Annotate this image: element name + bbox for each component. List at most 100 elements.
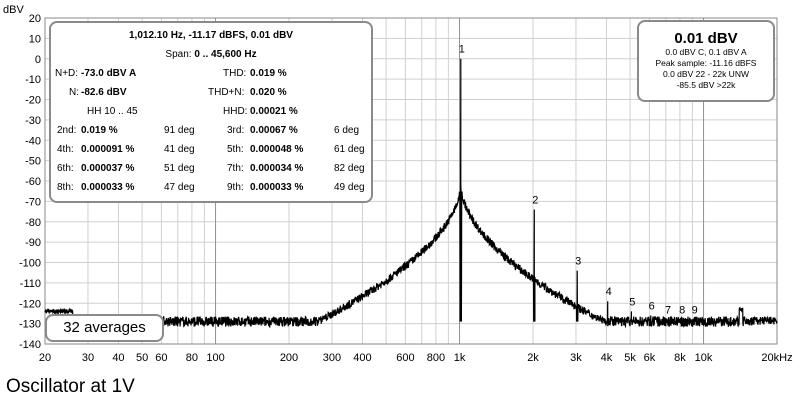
harmonic-label: 5 <box>629 296 635 308</box>
harmonic-v1: 0.000033 % <box>81 182 135 193</box>
x-tick-label: 600 <box>396 352 414 364</box>
x-tick-label: 2k <box>527 352 539 364</box>
y-tick-label: 20 <box>29 13 41 25</box>
harmonic-row: 8th: 0.000033 % 47 deg 9th: 0.000033 % 49 deg <box>51 179 371 197</box>
harmonic-l1: 4th: <box>57 144 74 155</box>
n-value: -82.6 dBV <box>81 87 127 98</box>
y-tick-label: -30 <box>25 115 41 127</box>
thd-label: THD: <box>223 68 247 79</box>
harmonic-l1: 2nd: <box>57 125 77 136</box>
thdn-label: THD+N: <box>208 87 245 98</box>
harmonic-v2: 0.000048 % <box>250 144 304 155</box>
y-tick-label: -80 <box>25 217 41 229</box>
chart-axes: 20100-10-20-30-40-50-60-70-80-90-100-110… <box>19 13 793 364</box>
harmonic-l2: 5th: <box>227 144 244 155</box>
harmonic-d1: 91 deg <box>164 125 195 136</box>
harmonic-label: 1 <box>459 44 465 56</box>
thdn-value: 0.020 % <box>250 87 287 98</box>
x-tick-label: 4k <box>601 352 613 364</box>
harmonic-label: 8 <box>679 305 685 317</box>
x-tick-label: 60 <box>155 352 167 364</box>
y-tick-label: -140 <box>19 339 41 351</box>
harmonic-label: 3 <box>575 256 581 268</box>
y-tick-label: -120 <box>19 298 41 310</box>
x-tick-label: 400 <box>353 352 371 364</box>
x-tick-label: 800 <box>427 352 445 364</box>
measurement-header: 1,012.10 Hz, -11.17 dBFS, 0.01 dBV <box>129 30 293 41</box>
harmonic-l2: 3rd: <box>227 125 245 136</box>
harmonic-label: 6 <box>649 300 655 312</box>
y-axis-label: dBV <box>3 4 24 16</box>
harmonic-d2: 82 deg <box>334 163 365 174</box>
harmonic-label: 4 <box>606 286 612 298</box>
thd-value: 0.019 % <box>250 68 287 79</box>
x-tick-label: 6k <box>644 352 656 364</box>
y-tick-label: -70 <box>25 196 41 208</box>
x-tick-label: 40 <box>112 352 124 364</box>
hhd-value: 0.00021 % <box>250 106 298 117</box>
harmonic-l1: 6th: <box>57 163 74 174</box>
y-tick-label: -50 <box>25 156 41 168</box>
harmonic-v1: 0.019 % <box>81 125 118 136</box>
peak-value: 0.01 dBV <box>674 30 738 47</box>
averages-badge: 32 averages <box>45 314 164 342</box>
x-tick-label: 80 <box>186 352 198 364</box>
harmonic-row: 4th: 0.000091 % 41 deg 5th: 0.000048 % 61 deg <box>51 141 371 159</box>
measurement-panel: 1,012.10 Hz, -11.17 dBFS, 0.01 dBV Span:… <box>49 21 373 203</box>
x-tick-label: 200 <box>280 352 298 364</box>
peak-line-4: -85.5 dBV >22k <box>676 80 736 90</box>
y-tick-label: -40 <box>25 135 41 147</box>
peak-line-2: Peak sample: -11.16 dBFS <box>655 58 757 68</box>
n-label: N: <box>69 87 79 98</box>
plot-frame <box>44 17 778 345</box>
harmonic-l1: 8th: <box>57 182 74 193</box>
harmonic-d1: 51 deg <box>164 163 195 174</box>
harmonic-v2: 0.000034 % <box>250 163 304 174</box>
harmonic-d2: 49 deg <box>334 182 365 193</box>
harmonic-v2: 0.00067 % <box>250 125 298 136</box>
x-tick-label: 300 <box>323 352 341 364</box>
harmonic-label: 9 <box>692 305 698 317</box>
harmonic-v1: 0.000037 % <box>81 163 135 174</box>
harmonic-labels: 1 2 3 4 5 6 7 8 9 <box>459 44 698 317</box>
harmonic-d2: 61 deg <box>334 144 365 155</box>
harmonic-v2: 0.000033 % <box>250 182 304 193</box>
spectrum-trace <box>44 58 778 329</box>
y-tick-label: -110 <box>20 278 41 290</box>
harmonic-row: 6th: 0.000037 % 51 deg 7th: 0.000034 % 82 deg <box>51 160 371 178</box>
peak-line-1: 0.0 dBV C, 0.1 dBV A <box>665 47 747 57</box>
nd-value: -73.0 dBV A <box>81 68 137 79</box>
harmonic-l2: 7th: <box>227 163 244 174</box>
x-tick-label: 8k <box>674 352 686 364</box>
y-tick-label: -100 <box>19 258 41 270</box>
harmonic-label: 2 <box>532 195 538 207</box>
x-tick-label: 50 <box>136 352 148 364</box>
x-tick-label: 3k <box>570 352 582 364</box>
y-tick-label: -20 <box>25 95 41 107</box>
harmonic-v1: 0.000091 % <box>81 144 135 155</box>
harmonic-row: 2nd: 0.019 % 91 deg 3rd: 0.00067 % 6 deg <box>51 122 371 140</box>
harmonic-label: 7 <box>665 305 671 317</box>
y-tick-label: -10 <box>25 74 41 86</box>
x-tick-label: 10k <box>695 352 713 364</box>
x-tick-label: 1k <box>454 352 466 364</box>
y-tick-label: -130 <box>19 319 41 331</box>
peak-level-box: 0.01 dBV 0.0 dBV C, 0.1 dBV A Peak sampl… <box>637 20 775 102</box>
nd-label: N+D: <box>55 68 79 79</box>
x-tick-label: 5k <box>624 352 636 364</box>
harmonic-d1: 47 deg <box>164 182 195 193</box>
x-tick-label: 100 <box>206 352 224 364</box>
span-label: Span: <box>165 49 192 60</box>
harmonic-d1: 41 deg <box>164 144 195 155</box>
y-tick-label: 10 <box>29 33 41 45</box>
peak-line-3: 0.0 dBV 22 - 22k UNW <box>663 69 749 79</box>
chart-caption: Oscillator at 1V <box>6 376 135 397</box>
y-tick-label: 0 <box>35 54 41 66</box>
harmonic-l2: 9th: <box>227 182 244 193</box>
hhd-label: HHD: <box>223 106 248 117</box>
harmonic-d2: 6 deg <box>334 125 360 136</box>
x-tick-label: 30 <box>82 352 94 364</box>
span-value: 0 .. 45,600 Hz <box>194 49 257 60</box>
x-tick-label: 20kHz <box>761 352 792 364</box>
x-tick-label: 20 <box>39 352 51 364</box>
